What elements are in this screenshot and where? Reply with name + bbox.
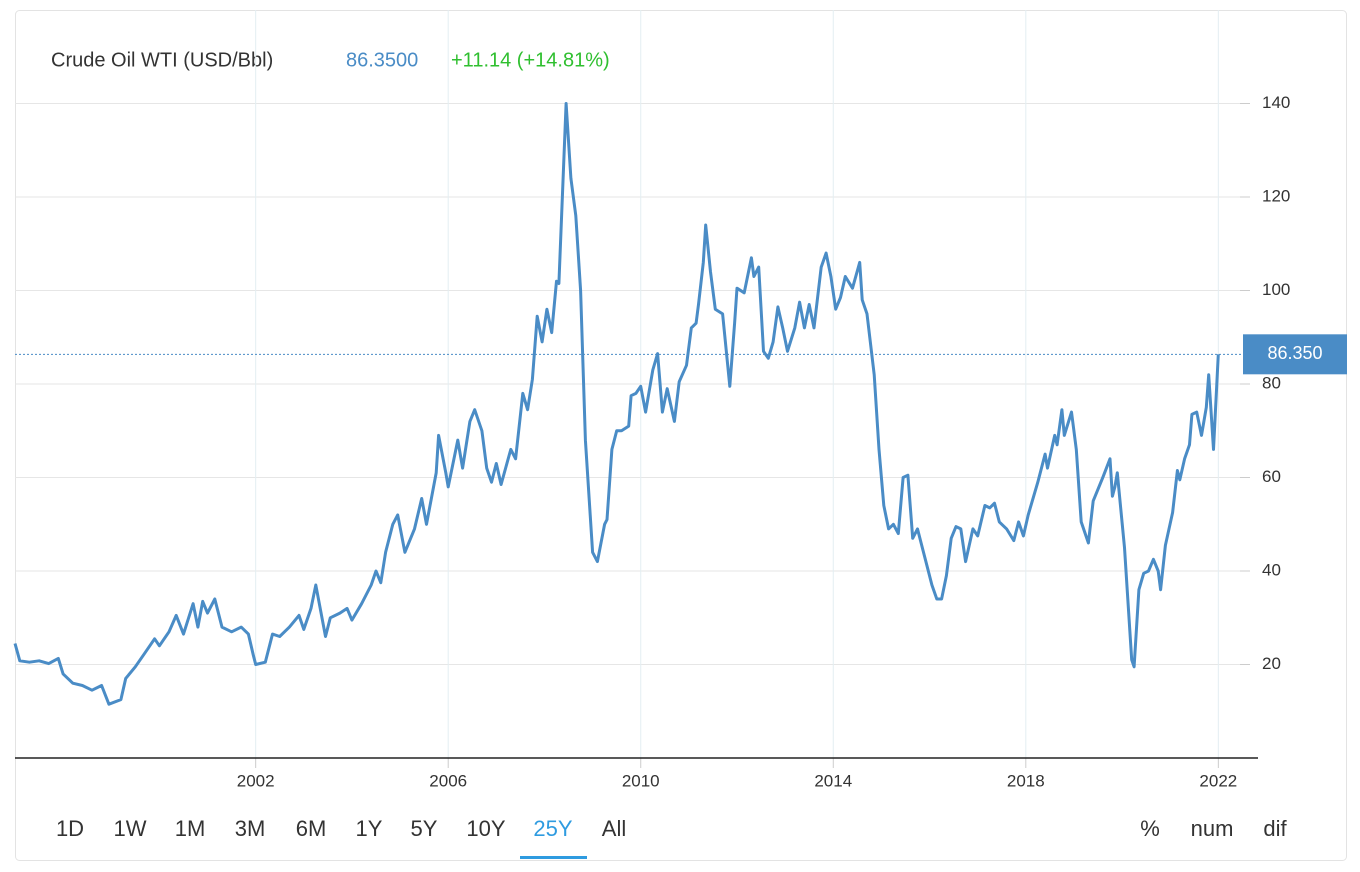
- y-tick-label: 80: [1262, 373, 1281, 392]
- x-tick-label: 2014: [814, 771, 852, 790]
- mode-button[interactable]: %: [1140, 816, 1160, 841]
- range-button[interactable]: 6M: [296, 816, 327, 841]
- range-button[interactable]: 5Y: [411, 816, 438, 841]
- last-price-tag: [1243, 334, 1347, 375]
- range-button[interactable]: 1W: [114, 816, 147, 841]
- x-tick-label: 2018: [1007, 771, 1045, 790]
- price: 86.3500: [346, 49, 418, 71]
- range-button[interactable]: 1M: [175, 816, 206, 841]
- price-change: +11.14 (+14.81%): [451, 49, 610, 71]
- mode-button[interactable]: num: [1191, 816, 1234, 841]
- last-price-label: 86.350: [1267, 343, 1322, 363]
- chart-frame: [15, 10, 1347, 861]
- range-button[interactable]: 3M: [235, 816, 266, 841]
- mode-button[interactable]: dif: [1263, 816, 1287, 841]
- range-button[interactable]: 25Y: [533, 816, 572, 841]
- x-tick-label: 2006: [429, 771, 467, 790]
- x-tick-label: 2022: [1199, 771, 1237, 790]
- range-button[interactable]: 1D: [56, 816, 84, 841]
- y-tick-label: 20: [1262, 654, 1281, 673]
- y-tick-label: 140: [1262, 93, 1290, 112]
- y-tick-label: 40: [1262, 560, 1281, 579]
- y-tick-label: 100: [1262, 280, 1290, 299]
- price-line: [13, 102, 1220, 706]
- range-button[interactable]: 1Y: [356, 816, 383, 841]
- range-underline: [520, 856, 587, 859]
- range-button[interactable]: All: [602, 816, 626, 841]
- x-tick-label: 2010: [622, 771, 660, 790]
- y-tick-label: 60: [1262, 467, 1281, 486]
- chart-title: Crude Oil WTI (USD/Bbl): [51, 49, 273, 71]
- x-tick-label: 2002: [237, 771, 275, 790]
- y-tick-label: 120: [1262, 186, 1290, 205]
- range-button[interactable]: 10Y: [466, 816, 505, 841]
